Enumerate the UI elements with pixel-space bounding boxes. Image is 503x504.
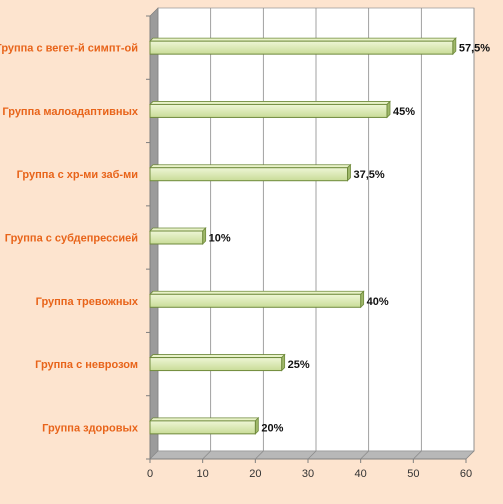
bar <box>149 100 391 119</box>
bar <box>149 163 352 182</box>
data-label: 37,5% <box>354 169 385 181</box>
category-label: Группа с вегет-й симпт-ой <box>0 43 138 55</box>
x-tick-label: 0 <box>147 468 153 480</box>
x-tick-label: 40 <box>355 468 367 480</box>
gridline-depth <box>307 450 317 460</box>
bar <box>149 37 457 56</box>
gridline-depth <box>465 450 475 460</box>
bar-front-face <box>149 293 362 308</box>
bar <box>149 353 286 372</box>
x-tick-labels: 0 10 20 30 40 50 60 <box>147 468 472 480</box>
category-label: Группа с неврозом <box>35 359 138 371</box>
category-label: Группа с субдепрессией <box>5 233 138 245</box>
category-label: Группа тревожных <box>36 296 139 308</box>
bar-front-face <box>149 357 283 372</box>
x-tick-label: 20 <box>249 468 261 480</box>
bar-front-face <box>149 230 204 245</box>
gridline-depth <box>360 450 369 460</box>
x-tick-label: 10 <box>197 468 209 480</box>
data-label: 10% <box>209 233 231 245</box>
x-tick-label: 60 <box>460 468 472 480</box>
data-label: 45% <box>393 106 415 118</box>
x-tick-label: 30 <box>302 468 314 480</box>
bar-front-face <box>149 420 256 435</box>
category-label: Группа здоровых <box>42 422 139 434</box>
data-labels: 57,5% 45% 37,5% 10% 40% 25% 20% <box>209 43 491 435</box>
data-label: 25% <box>288 359 310 371</box>
gridline-depth <box>202 450 211 460</box>
gridline-depth <box>255 450 264 460</box>
gridline-depth <box>413 450 422 460</box>
x-tick-label: 50 <box>407 468 419 480</box>
data-label: 40% <box>367 296 389 308</box>
gridlines <box>146 8 475 463</box>
bar-front-face <box>149 103 388 118</box>
bars <box>149 37 457 435</box>
data-label: 57,5% <box>459 43 490 55</box>
bar-front-face <box>149 167 348 182</box>
data-label: 20% <box>261 422 283 434</box>
bar <box>149 416 260 435</box>
bar <box>149 290 365 309</box>
bar <box>149 227 207 245</box>
category-label: Группа с хр-ми заб-ми <box>17 169 138 181</box>
bar-front-face <box>149 40 454 55</box>
category-labels: Группа с вегет-й симпт-ой Группа малоадап… <box>0 43 139 435</box>
category-label: Группа малоадаптивных <box>2 106 138 118</box>
